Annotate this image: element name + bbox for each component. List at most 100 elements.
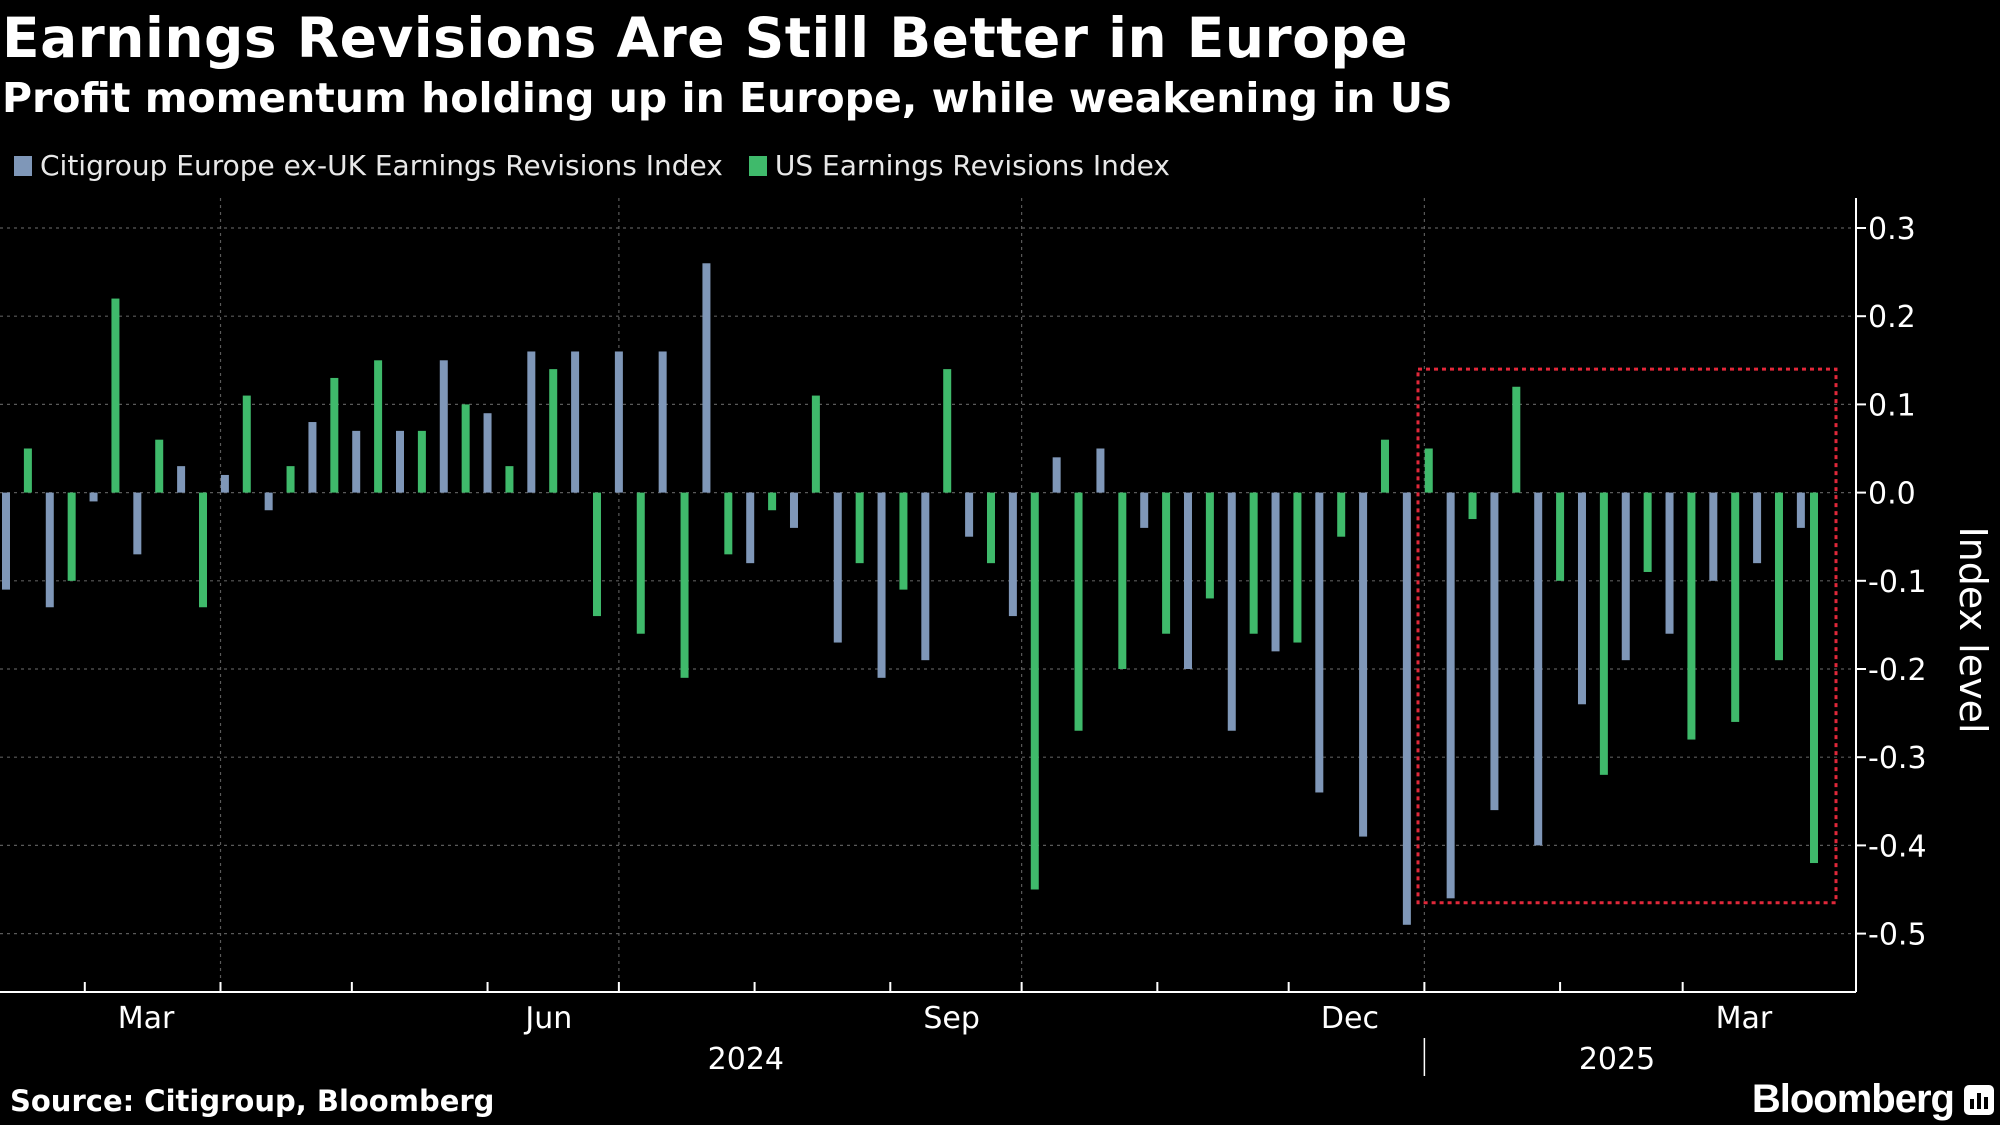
bar-europe: [702, 263, 711, 493]
y-tick-label: 0.0: [1868, 477, 1916, 512]
x-tick-label: Mar: [1716, 1001, 1773, 1036]
legend-swatch-europe: [14, 155, 32, 176]
bar-europe: [264, 492, 273, 511]
bar-europe: [1140, 492, 1149, 528]
legend-item-europe[interactable]: Citigroup Europe ex-UK Earnings Revision…: [14, 149, 723, 182]
bar-us: [943, 369, 952, 493]
bar-europe: [1621, 492, 1630, 661]
bar-us: [505, 466, 514, 493]
bar-europe: [1008, 492, 1017, 617]
bar-us: [1293, 492, 1302, 643]
year-label: 2024: [708, 1042, 784, 1077]
y-tick-label: -0.3: [1868, 741, 1927, 776]
bar-europe: [527, 351, 536, 493]
bar-us: [1074, 492, 1083, 731]
bar-us: [1687, 492, 1696, 740]
highlight-box: [1416, 367, 1838, 905]
legend-swatch-us: [748, 155, 767, 176]
bar-europe: [614, 351, 623, 493]
bar-europe: [308, 422, 317, 493]
bar-europe: [1534, 492, 1543, 846]
bar-us: [592, 492, 601, 617]
bar-europe: [965, 492, 974, 537]
bar-europe: [1446, 492, 1455, 899]
bar-europe: [352, 430, 361, 493]
bar-us: [549, 369, 558, 493]
bar-europe: [1577, 492, 1586, 705]
bar-us: [768, 492, 777, 511]
bar-europe: [45, 492, 54, 608]
bar-europe: [1183, 492, 1192, 669]
brand-logo: Bloomberg: [1752, 1077, 1994, 1122]
bar-us: [1810, 492, 1818, 864]
x-tick-label: Dec: [1321, 1001, 1379, 1036]
bar-europe: [1359, 492, 1368, 837]
bar-us: [986, 492, 995, 564]
bar-us: [1643, 492, 1652, 572]
year-label: 2025: [1579, 1042, 1655, 1077]
bar-us: [198, 492, 207, 608]
bar-us: [1030, 492, 1039, 890]
brand-chart-icon: [1964, 1084, 1994, 1115]
bar-europe: [1052, 457, 1061, 493]
bar-us: [899, 492, 908, 590]
bar-us: [1205, 492, 1214, 599]
x-tick-label: Mar: [118, 1001, 175, 1036]
bar-us: [67, 492, 76, 581]
bar-europe: [1796, 492, 1805, 528]
bar-us: [1118, 492, 1127, 669]
bar-us: [374, 360, 383, 493]
bar-europe: [1753, 492, 1762, 564]
source-note: Source: Citigroup, Bloomberg: [10, 1084, 495, 1118]
bar-us: [1249, 492, 1258, 634]
y-tick-label: -0.5: [1868, 918, 1927, 953]
bar-us: [1599, 492, 1608, 775]
bar-europe: [220, 474, 229, 493]
bar-europe: [439, 360, 448, 493]
highlight-rectangle: [1416, 367, 1838, 905]
y-tick-label: 0.2: [1868, 300, 1916, 335]
legend-label-us: US Earnings Revisions Index: [774, 149, 1170, 182]
bar-us: [330, 377, 339, 493]
bar-europe: [921, 492, 930, 661]
bar-us: [811, 395, 820, 493]
x-tick-label: Sep: [923, 1001, 980, 1036]
bar-us: [680, 492, 689, 678]
bar-europe: [1709, 492, 1718, 581]
bar-europe: [1315, 492, 1324, 793]
legend-label-europe: Citigroup Europe ex-UK Earnings Revision…: [40, 149, 723, 182]
y-tick-label: -0.1: [1868, 565, 1927, 600]
axes: 0.3 0.2 0.1 0.0 -0.1 -0.2 -0.3 -0.4 -0.5 Mar Jun Se…: [0, 198, 1927, 1077]
chart-subtitle: Profit momentum holding up in Europe, wh…: [2, 74, 1453, 122]
y-tick-label: 0.3: [1868, 212, 1916, 247]
bar-us: [1162, 492, 1171, 634]
bar-us: [417, 430, 426, 493]
bar-us: [1337, 492, 1346, 537]
legend-item-us[interactable]: US Earnings Revisions Index: [748, 149, 1170, 182]
bar-europe: [177, 466, 186, 493]
bar-europe: [133, 492, 142, 555]
bar-europe: [1665, 492, 1674, 634]
bar-europe: [2, 492, 10, 590]
bar-europe: [658, 351, 667, 493]
bar-europe: [1096, 448, 1105, 493]
bar-us: [461, 404, 470, 493]
bar-us: [155, 439, 164, 493]
bar-europe: [1490, 492, 1499, 811]
bar-us: [1468, 492, 1477, 520]
bar-us: [724, 492, 733, 555]
bar-europe: [1227, 492, 1236, 731]
bar-europe: [789, 492, 798, 528]
bar-europe: [746, 492, 755, 564]
bar-us: [111, 298, 120, 493]
bar-us: [1556, 492, 1565, 581]
y-tick-label: -0.4: [1868, 829, 1927, 864]
bar-us: [242, 395, 251, 493]
y-axis-label: Index level: [1951, 526, 1995, 733]
bar-us: [1512, 386, 1521, 493]
bar-europe: [1402, 492, 1411, 925]
bar-us: [23, 448, 32, 493]
bar-europe: [571, 351, 580, 493]
bar-europe: [483, 413, 492, 493]
